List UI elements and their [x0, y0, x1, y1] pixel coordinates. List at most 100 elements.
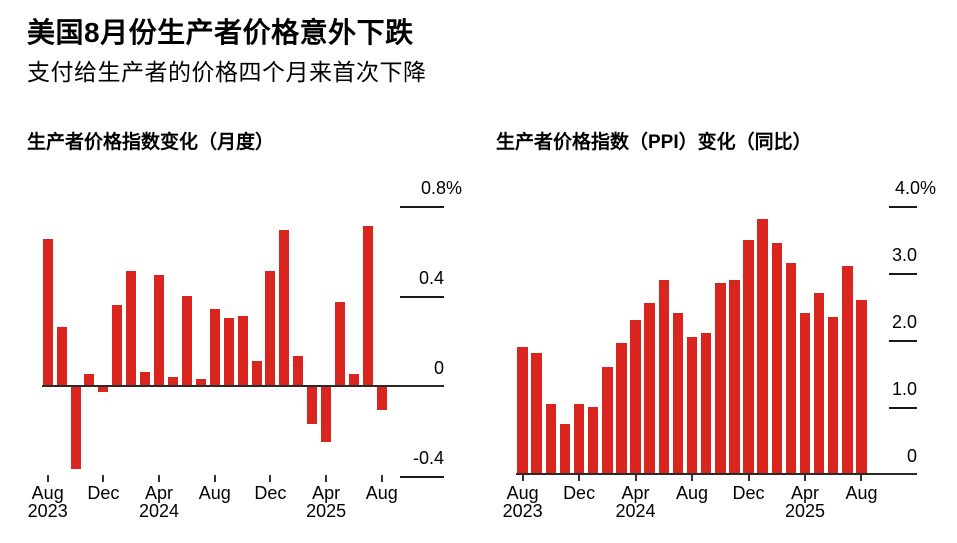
bar: [856, 299, 867, 474]
x-tick-label: Aug: [198, 483, 231, 503]
bar: [658, 279, 670, 474]
bar: [729, 279, 740, 474]
bar: [293, 356, 304, 386]
y-tick-line: [400, 205, 444, 208]
bar: [517, 346, 528, 474]
bar: [531, 353, 542, 474]
x-tick-mark: [691, 474, 694, 481]
x-year-label: 2024: [139, 501, 180, 521]
y-tick-line: [889, 340, 917, 342]
bar: [335, 302, 346, 386]
x-tick-mark: [46, 475, 49, 482]
x-tick-label: Dec: [254, 483, 287, 503]
x-tick-mark: [578, 474, 581, 481]
bar: [362, 225, 373, 386]
x-tick-label: Aug: [676, 483, 709, 503]
bar: [42, 239, 53, 386]
bar: [154, 275, 165, 386]
bar: [545, 403, 557, 474]
x-tick-label: Apr: [621, 483, 650, 503]
y-tick-line: [889, 407, 917, 409]
chart-title-monthly: 生产者价格指数变化（月度）: [27, 132, 275, 153]
bar: [237, 315, 248, 386]
bar: [126, 270, 137, 386]
bar: [743, 239, 754, 474]
y-tick-label: 0.8%: [420, 177, 462, 198]
chart-title-yoy: 生产者价格指数（PPI）变化（同比）: [496, 132, 812, 153]
y-tick-line: [889, 206, 917, 208]
x-tick-label: Aug: [506, 483, 539, 503]
x-tick-mark: [747, 474, 750, 481]
bar: [616, 343, 627, 474]
bar: [799, 313, 811, 474]
bar: [348, 374, 359, 386]
y-tick-label: 4.0%: [894, 178, 936, 198]
bar: [307, 385, 318, 424]
x-tick-label: Aug: [845, 483, 878, 503]
bar: [56, 327, 67, 386]
bar: [842, 266, 853, 474]
bar: [715, 283, 726, 474]
y-tick-label: 3.0: [891, 245, 917, 265]
bar: [757, 219, 768, 474]
bar: [167, 376, 178, 386]
bar: [251, 360, 262, 386]
y-tick-label: 0: [906, 446, 917, 466]
x-tick-mark: [860, 474, 863, 481]
y-tick-label: 1.0: [891, 379, 917, 399]
x-tick-mark: [804, 474, 806, 481]
zero-axis-line: [42, 384, 444, 387]
bar: [112, 304, 123, 386]
bar: [672, 313, 684, 474]
x-year-label: 2025: [784, 501, 826, 521]
y-tick-line: [400, 475, 444, 478]
page-subtitle: 支付给生产者的价格四个月来首次下降: [27, 59, 427, 85]
x-tick-label: Dec: [732, 483, 765, 503]
bar: [827, 316, 839, 474]
bar: [70, 385, 81, 469]
x-tick-mark: [213, 475, 216, 482]
bar: [181, 295, 192, 386]
x-year-label: 2023: [502, 501, 543, 521]
x-year-label: 2025: [306, 501, 347, 521]
x-tick-label: Apr: [312, 483, 341, 503]
page-title: 美国8月份生产者价格意外下跌: [27, 17, 414, 48]
bar: [559, 423, 571, 474]
x-tick-label: Aug: [31, 483, 64, 503]
bar: [223, 318, 234, 386]
x-tick-mark: [521, 474, 524, 481]
x-year-label: 2023: [27, 501, 68, 521]
bar: [140, 372, 151, 386]
x-tick-mark: [269, 475, 272, 482]
y-tick-label: 0: [433, 357, 444, 378]
zero-axis-line: [516, 473, 917, 475]
x-tick-mark: [380, 475, 383, 482]
y-tick-label: -0.4: [412, 447, 444, 468]
bar: [771, 242, 782, 474]
x-tick-label: Dec: [87, 483, 120, 503]
bar: [630, 319, 641, 474]
bar: [279, 230, 290, 386]
bar: [376, 385, 387, 411]
bar: [602, 366, 613, 474]
y-tick-label: 2.0: [891, 312, 917, 332]
x-tick-mark: [158, 475, 161, 482]
x-tick-label: Apr: [145, 483, 174, 503]
y-tick-line: [889, 273, 917, 275]
bar: [98, 385, 109, 393]
bar: [813, 293, 825, 474]
bar: [209, 309, 220, 386]
x-tick-label: Aug: [365, 483, 398, 503]
bar: [84, 374, 95, 386]
x-tick-mark: [325, 475, 328, 482]
x-tick-label: Apr: [790, 483, 819, 503]
y-tick-line: [400, 295, 444, 298]
bar: [265, 270, 276, 386]
x-tick-mark: [102, 475, 105, 482]
x-year-label: 2024: [615, 501, 656, 521]
bar: [686, 336, 698, 474]
bar: [644, 303, 655, 474]
bar: [700, 333, 712, 474]
bar: [321, 385, 332, 442]
x-tick-mark: [634, 474, 637, 481]
